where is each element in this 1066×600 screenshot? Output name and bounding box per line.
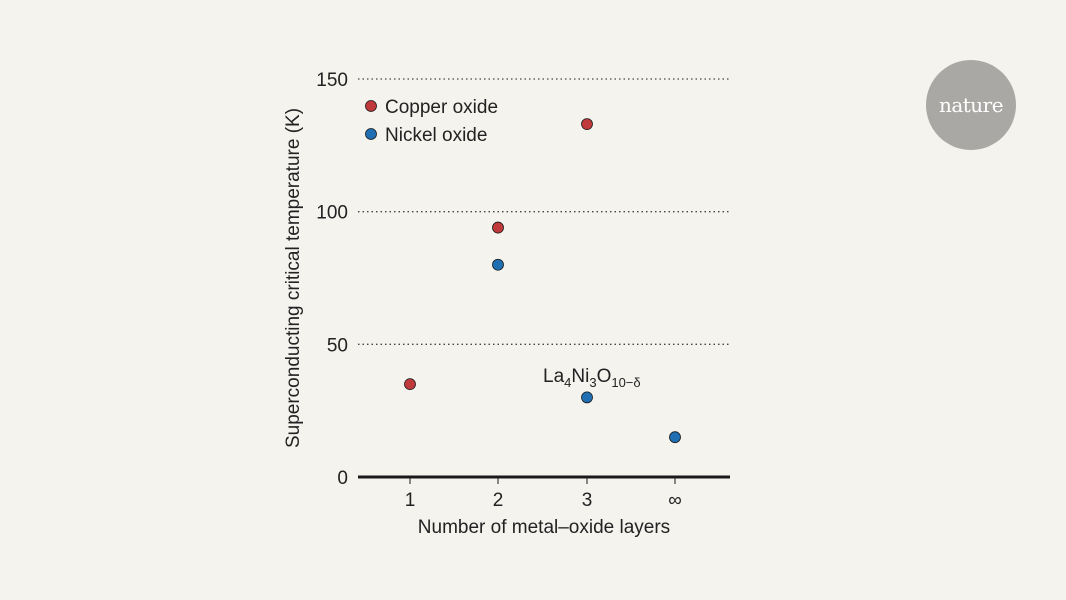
- x-tick-label-1: 2: [493, 490, 504, 511]
- y-tick-labels: 0 50 100 150: [316, 70, 348, 489]
- legend-marker-nickel: [365, 128, 377, 140]
- copper-point-1: [492, 221, 504, 234]
- nickel-point-2: [669, 431, 681, 444]
- y-tick-label-100: 100: [316, 203, 348, 224]
- x-axis-title: Number of metal–oxide layers: [418, 517, 670, 538]
- legend-marker-copper: [365, 100, 377, 112]
- legend: Copper oxide Nickel oxide: [365, 97, 498, 146]
- nature-logo: nature: [926, 60, 1016, 150]
- copper-point-0: [404, 378, 416, 391]
- data-points: [404, 118, 681, 444]
- logo-text: nature: [938, 93, 1004, 117]
- x-tick-label-0: 1: [405, 490, 416, 511]
- y-tick-label-50: 50: [327, 335, 348, 356]
- y-axis-title: Superconducting critical temperature (K): [283, 108, 304, 448]
- x-tick-label-2: 3: [582, 490, 593, 511]
- copper-point-2: [581, 118, 593, 131]
- legend-label-copper: Copper oxide: [385, 97, 498, 118]
- y-tick-label-0: 0: [337, 468, 348, 489]
- nickel-point-1: [581, 391, 593, 404]
- grid-lines: [358, 78, 730, 345]
- legend-label-nickel: Nickel oxide: [385, 125, 487, 146]
- x-tick-labels: 1 2 3 ∞: [405, 478, 682, 511]
- y-tick-label-150: 150: [316, 70, 348, 91]
- annotation-la4ni3o10: La4Ni3O10−δ: [543, 366, 641, 390]
- nickel-point-0: [492, 258, 504, 271]
- x-tick-label-3: ∞: [668, 490, 682, 511]
